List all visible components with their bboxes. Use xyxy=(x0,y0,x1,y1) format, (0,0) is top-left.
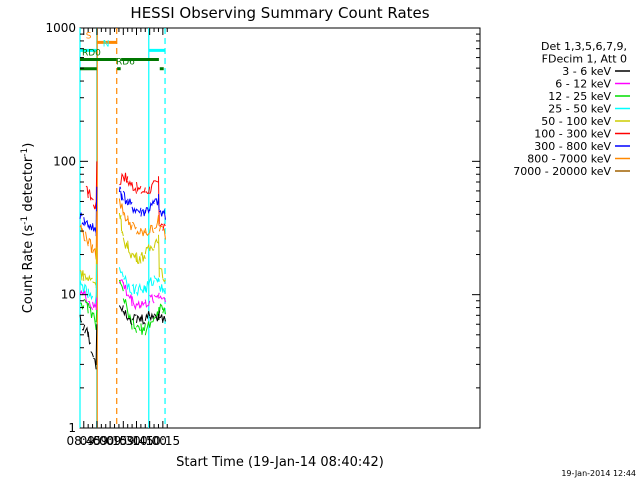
series-line xyxy=(79,213,166,289)
legend-label: 800 - 7000 keV xyxy=(527,153,611,166)
legend-label: 3 - 6 keV xyxy=(562,65,611,78)
series-line xyxy=(85,161,166,231)
x-tick-label: 08:45 xyxy=(66,434,101,448)
y-axis-label-sup: -1 xyxy=(20,216,30,225)
legend-label: 50 - 100 keV xyxy=(541,115,611,128)
series-line xyxy=(79,305,166,370)
y-axis-label-mid: detector xyxy=(21,156,36,216)
legend-label: 7000 - 20000 keV xyxy=(513,165,611,178)
x-tick-label: 10:00 xyxy=(132,434,167,448)
plot-area xyxy=(79,27,481,429)
y-axis-label-main: Count Rate (s xyxy=(21,225,36,314)
y-tick-label: 1 xyxy=(68,421,76,435)
flag-label: S xyxy=(86,31,92,41)
y-tick-label: 10 xyxy=(61,288,76,302)
legend-label: 25 - 50 keV xyxy=(548,103,611,116)
footer-date: 19-Jan-2014 12:44 xyxy=(561,469,636,478)
vertical-markers xyxy=(79,28,166,428)
flag-label: RD6 xyxy=(116,58,135,68)
chart-title: HESSI Observing Summary Count Rates xyxy=(130,4,429,22)
flag-label: RD0 xyxy=(82,49,101,59)
legend: Det 1,3,5,6,7,9,FDecim 1, Att 03 - 6 keV… xyxy=(513,40,630,178)
series-layer xyxy=(79,161,166,370)
legend-header: FDecim 1, Att 0 xyxy=(542,53,627,66)
x-tick-label: 09:45 xyxy=(119,434,154,448)
x-axis-label: Start Time (19-Jan-14 08:40:42) xyxy=(176,455,384,470)
legend-header: Det 1,3,5,6,7,9, xyxy=(541,40,627,53)
y-axis-label: Count Rate (s-1 detector-1) xyxy=(20,143,36,314)
x-tick-label: 09:30 xyxy=(106,434,141,448)
x-tick-label: 09:00 xyxy=(80,434,115,448)
y-axis-label-sup2: -1 xyxy=(20,148,30,157)
legend-label: 100 - 300 keV xyxy=(534,128,611,141)
y-axis-label-end: ) xyxy=(21,143,36,148)
flag-label: N xyxy=(103,39,110,49)
plot-frame xyxy=(79,27,481,429)
series-line xyxy=(79,198,166,260)
legend-label: 6 - 12 keV xyxy=(555,78,611,91)
series-line xyxy=(79,279,166,311)
y-axis-ticks: 1 10 100 1000 xyxy=(45,21,480,435)
x-tick-label: 09:15 xyxy=(93,434,128,448)
y-tick-label: 1000 xyxy=(45,21,76,35)
series-line xyxy=(79,186,166,237)
legend-label: 300 - 800 keV xyxy=(534,140,611,153)
legend-label: 12 - 25 keV xyxy=(548,90,611,103)
y-tick-label: 100 xyxy=(53,154,76,168)
x-tick-label: 10:15 xyxy=(146,434,181,448)
